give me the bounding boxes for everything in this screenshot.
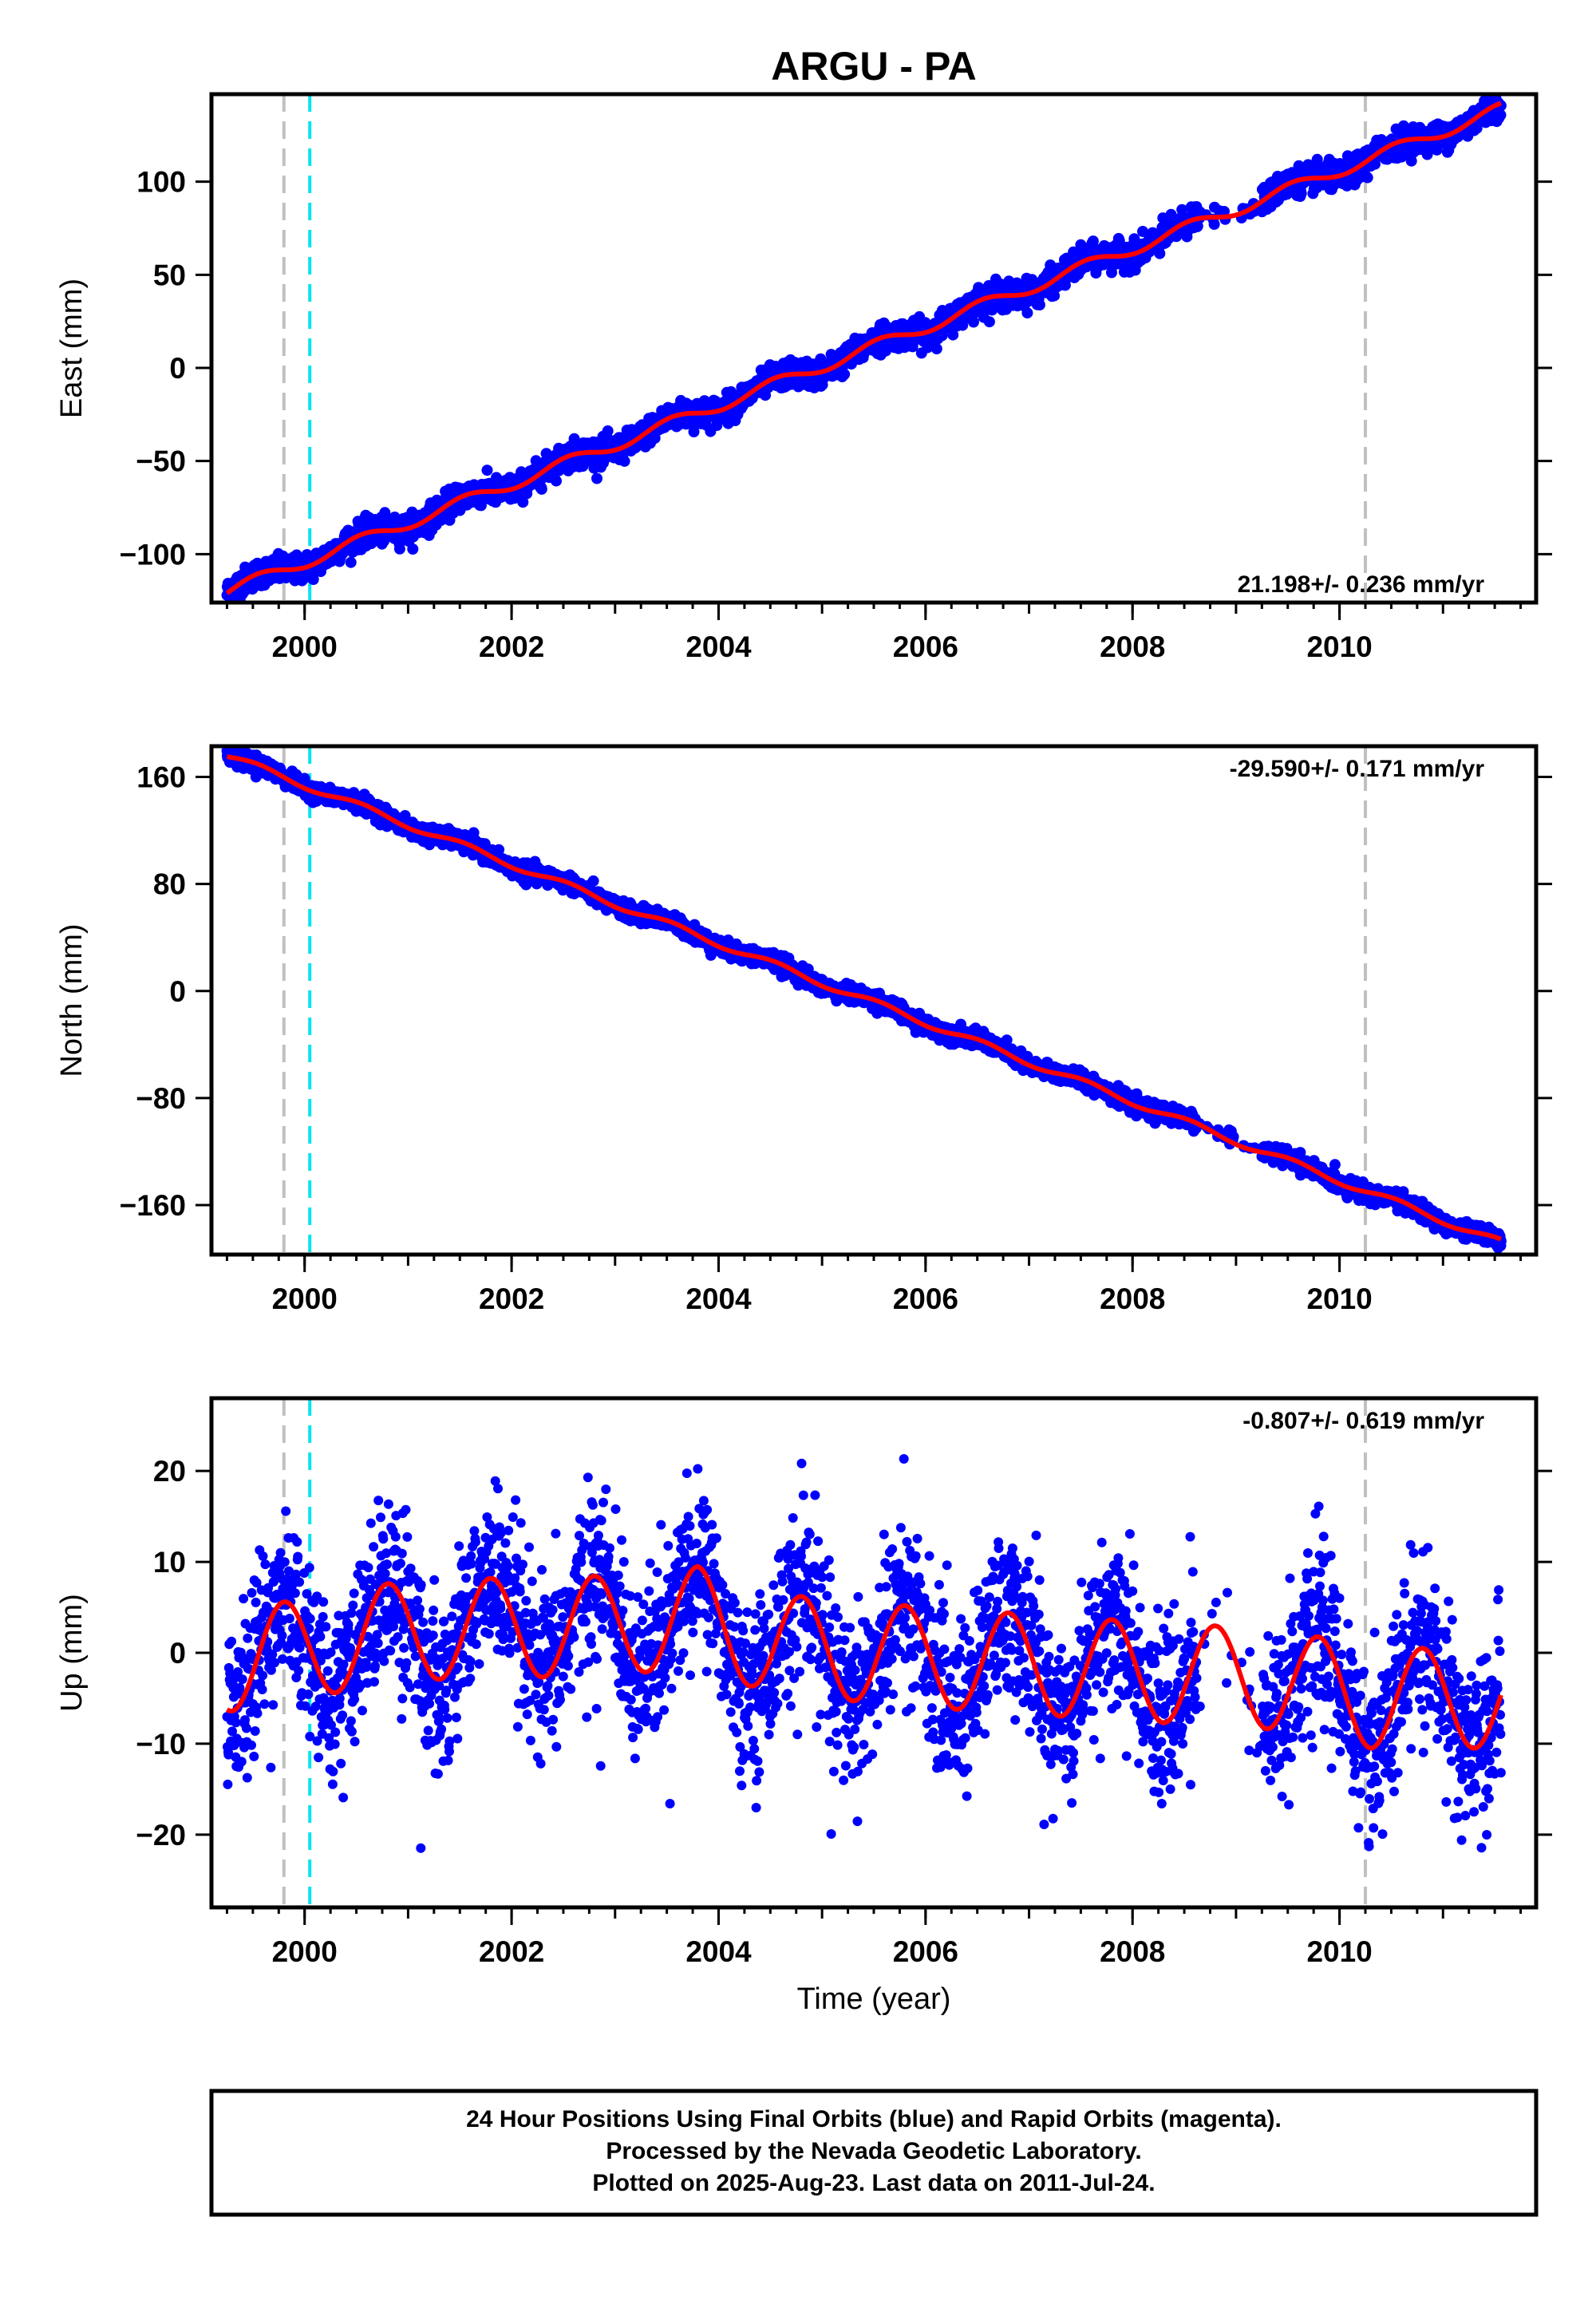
data-point [1021, 307, 1033, 319]
data-point [591, 472, 602, 484]
x-tick-label: 2004 [685, 630, 752, 663]
x-tick-label: 2002 [479, 630, 544, 663]
data-point [1405, 155, 1417, 167]
data-point [587, 875, 599, 887]
data-point [1495, 109, 1507, 121]
x-tick-label: 2008 [1100, 630, 1165, 663]
data-point [839, 369, 851, 380]
y-tick-label: 0 [169, 352, 186, 385]
north-panel: 2000 2002 2004 2006 2008 2010−160−80080160Nor… [55, 744, 1552, 1315]
data-point [535, 483, 547, 495]
y-axis-label: East (mm) [55, 279, 89, 418]
data-point [1154, 247, 1166, 259]
data-point [602, 425, 614, 437]
x-tick-label: 2006 [893, 630, 958, 663]
y-tick-label: 100 [136, 166, 186, 199]
data-point [1295, 188, 1307, 200]
data-point [1087, 235, 1099, 247]
data-point [407, 543, 419, 555]
data-point [1208, 219, 1220, 230]
east-panel: 2000 2002 2004 2006 2008 2010 −100 −50 0 50 100 Eas… [55, 92, 1552, 663]
data-point [947, 329, 959, 341]
x-tick-label: 2010 [1306, 630, 1372, 663]
data-point [493, 844, 505, 856]
data-point [1033, 299, 1045, 310]
y-tick-label: −100 [120, 538, 186, 571]
data-point [930, 343, 942, 354]
plot-area [221, 94, 1507, 603]
data-point [983, 316, 995, 328]
model-fit-line [225, 101, 1503, 595]
data-point [1049, 290, 1061, 302]
data-point [393, 543, 405, 555]
data-point [618, 455, 630, 467]
x-tick-label: 2000 [272, 630, 338, 663]
y-tick-label: 50 [153, 259, 186, 291]
data-point [1361, 172, 1373, 184]
chart-title: ARGU - PA [771, 44, 976, 89]
data-point [551, 475, 562, 487]
data-point [1176, 204, 1188, 215]
data-point [957, 319, 969, 331]
plot-area [221, 746, 1507, 1255]
data-point [1137, 226, 1148, 237]
rate-annotation: 21.198+/- 0.236 mm/yr [1238, 571, 1485, 598]
data-point [968, 316, 979, 328]
data-point [688, 426, 700, 437]
data-point [481, 464, 493, 476]
data-point [379, 507, 391, 519]
y-tick-label: −50 [136, 445, 186, 478]
data-point [345, 556, 357, 568]
